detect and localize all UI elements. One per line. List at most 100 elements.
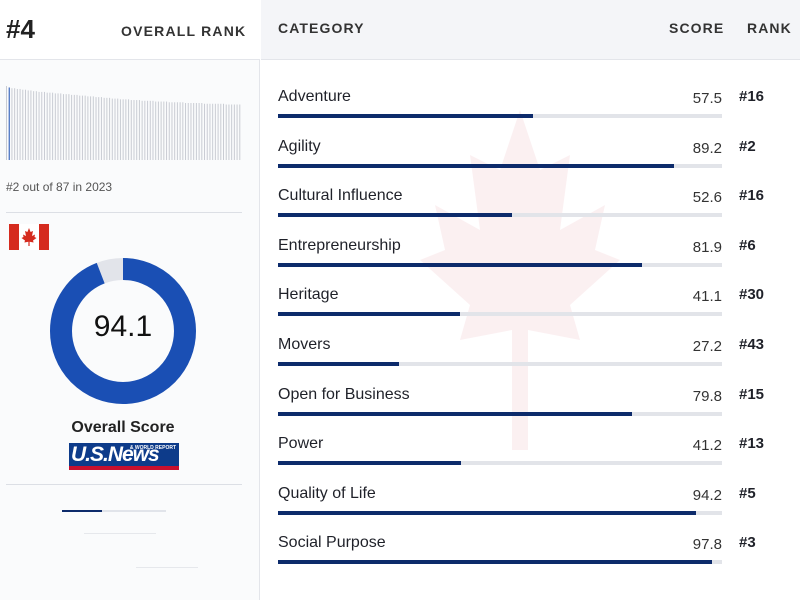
category-score: 41.2 xyxy=(692,437,722,455)
sparkline-bar xyxy=(24,89,26,160)
sparkline-bar xyxy=(141,100,143,160)
overall-rank-value: #4 xyxy=(6,14,35,44)
sparkline-bar xyxy=(106,97,108,160)
category-rank: #6 xyxy=(739,236,756,254)
category-row[interactable]: Movers 27.2 #43 xyxy=(278,332,788,382)
category-row[interactable]: Agility 89.2 #2 xyxy=(278,134,788,184)
score-bar-fill xyxy=(278,312,461,317)
category-name[interactable]: Open for Business xyxy=(278,385,410,403)
category-name[interactable]: Heritage xyxy=(278,286,339,304)
column-header-score[interactable]: SCORE xyxy=(669,20,725,36)
sparkline-bar xyxy=(98,97,100,160)
sparkline-bar xyxy=(62,94,64,160)
category-score: 41.1 xyxy=(692,288,722,306)
usnews-logo-text: U.S.News xyxy=(71,443,160,466)
category-name[interactable]: Agility xyxy=(278,137,321,155)
sparkline-bar xyxy=(119,99,121,160)
rank-history-caption: #2 out of 87 in 2023 xyxy=(6,180,113,194)
column-header-rank[interactable]: RANK xyxy=(747,20,792,36)
category-row[interactable]: Cultural Influence 52.6 #16 xyxy=(278,183,788,233)
sparkline-bar xyxy=(49,92,51,160)
category-row[interactable]: Quality of Life 94.2 #5 xyxy=(278,481,788,531)
category-name[interactable]: Adventure xyxy=(278,88,351,105)
category-score: 81.9 xyxy=(692,238,722,256)
sparkline-bar xyxy=(214,103,216,160)
sparkline-bar xyxy=(117,98,119,160)
score-bar-fill xyxy=(278,510,697,515)
sparkline-bar xyxy=(11,88,13,160)
sparkline-bar xyxy=(38,91,40,160)
category-score: 27.2 xyxy=(692,337,722,355)
sparkline-bar xyxy=(125,99,127,160)
score-bar-track xyxy=(278,312,722,317)
sparkline-bar xyxy=(144,100,146,160)
sparkline-bar xyxy=(71,94,73,160)
category-score: 79.8 xyxy=(692,387,722,405)
category-rank: #5 xyxy=(739,484,756,502)
maple-leaf-watermark-icon xyxy=(420,110,620,450)
sparkline-bar xyxy=(190,103,192,160)
sparkline-bar xyxy=(46,92,48,160)
score-bar-track xyxy=(278,213,722,218)
faded-progress-bar xyxy=(62,510,166,512)
sparkline-bar xyxy=(166,101,168,160)
sparkline-bar xyxy=(95,97,97,160)
category-name[interactable]: Quality of Life xyxy=(278,484,376,502)
sparkline-bar xyxy=(163,101,165,160)
category-rank: #3 xyxy=(739,534,756,552)
sparkline-bar xyxy=(233,104,235,160)
column-header-category[interactable]: CATEGORY xyxy=(278,20,365,36)
category-row[interactable]: Adventure 57.5 #16 xyxy=(278,84,788,134)
sparkline-bar xyxy=(176,102,178,160)
category-list: Adventure 57.5 #16 Agility 89.2 #2 Cultural In… xyxy=(278,84,788,580)
sparkline-bar xyxy=(152,100,154,160)
sparkline-bar xyxy=(68,94,70,160)
category-name[interactable]: Power xyxy=(278,435,324,453)
sparkline-bar xyxy=(160,101,162,160)
category-row[interactable]: Heritage 41.1 #30 xyxy=(278,282,788,332)
category-rank: #43 xyxy=(739,335,765,353)
sparkline-bar xyxy=(35,91,37,160)
category-name[interactable]: Movers xyxy=(278,335,331,353)
sparkline-bar xyxy=(198,103,200,160)
category-score: 89.2 xyxy=(692,139,722,157)
sparkline-bar xyxy=(195,103,197,160)
sparkline-bar xyxy=(193,103,195,160)
summary-header: #4 OVERALL RANK xyxy=(0,0,260,60)
rank-history-sparkline xyxy=(6,86,241,160)
sparkline-bar xyxy=(16,88,18,160)
score-bar-track xyxy=(278,361,722,366)
category-name[interactable]: Entrepreneurship xyxy=(278,236,401,254)
category-rank: #16 xyxy=(739,88,765,105)
sparkline-bar xyxy=(236,104,238,160)
score-bar-track xyxy=(278,114,722,118)
sparkline-bar xyxy=(157,101,159,160)
sparkline-bar xyxy=(103,97,105,160)
sparkline-bar xyxy=(155,101,157,160)
category-rank: #16 xyxy=(739,187,765,205)
divider xyxy=(6,484,242,485)
sparkline-bar xyxy=(30,90,32,160)
category-name[interactable]: Cultural Influence xyxy=(278,187,403,205)
sparkline-bar xyxy=(73,94,75,160)
score-bar-track xyxy=(278,461,722,466)
sparkline-bar xyxy=(100,97,102,160)
sparkline-bar xyxy=(138,100,140,160)
score-bar-track xyxy=(278,163,722,168)
table-header: CATEGORY SCORE RANK xyxy=(261,0,800,60)
sparkline-bar xyxy=(179,102,181,160)
category-score: 97.8 xyxy=(692,536,722,554)
category-row[interactable]: Power 41.2 #13 xyxy=(278,431,788,481)
overall-score-label: Overall Score xyxy=(71,419,175,436)
sparkline-bar xyxy=(133,100,135,160)
sparkline-bar xyxy=(60,93,62,160)
category-row[interactable]: Entrepreneurship 81.9 #6 xyxy=(278,233,788,283)
category-row[interactable]: Open for Business 79.8 #15 xyxy=(278,382,788,432)
category-name[interactable]: Social Purpose xyxy=(278,534,386,552)
sparkline-bar xyxy=(239,104,241,160)
sparkline-bar xyxy=(19,88,21,160)
score-bar-fill xyxy=(278,411,633,416)
category-row[interactable]: Social Purpose 97.8 #3 xyxy=(278,530,788,580)
sparkline-bar xyxy=(54,93,56,160)
score-bar-fill xyxy=(278,114,534,118)
